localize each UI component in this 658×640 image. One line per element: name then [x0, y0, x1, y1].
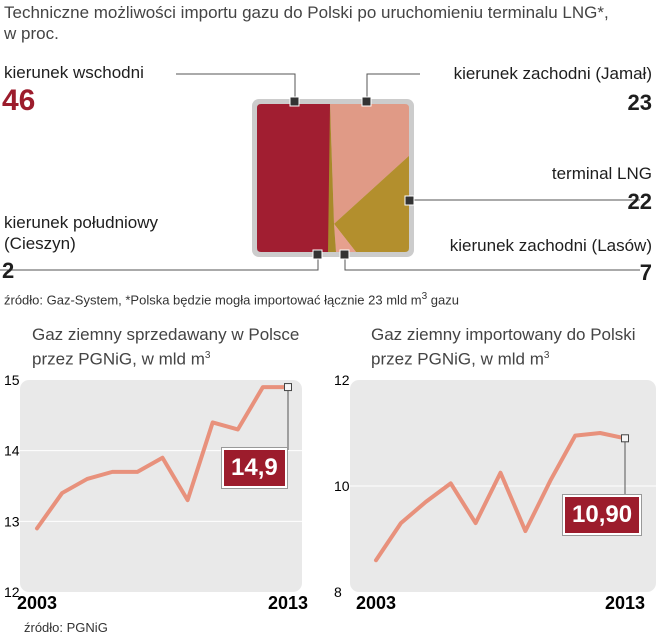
segment-cieszyn	[328, 104, 336, 252]
chart1-title-line1: Gaz ziemny sprzedawany w Polsce	[32, 325, 300, 344]
marker-jamal	[361, 96, 372, 107]
line-chart-sales: 12 13 14 15 2003 2013	[4, 372, 308, 613]
chart2-title-line2: przez PGNiG, w mld m3	[371, 345, 636, 370]
x-tick-label: 2003	[356, 593, 396, 613]
chart1-title: Gaz ziemny sprzedawany w Polsce przez PG…	[32, 324, 299, 370]
chart-title: Techniczne możliwości importu gazu do Po…	[4, 2, 654, 44]
y-tick-label: 12	[4, 584, 20, 600]
segment-lng	[334, 155, 409, 252]
value-lng: 22	[627, 189, 652, 214]
y-tick-label: 8	[334, 584, 342, 600]
leader-lines	[0, 73, 640, 271]
x-tick-label: 2013	[268, 593, 308, 613]
share-chart-marks	[257, 104, 409, 252]
marker-wschodni	[289, 96, 300, 107]
line-chart-import: 8 10 12 2003 2013	[334, 372, 656, 613]
leader-markers	[289, 96, 415, 260]
segment-wschodni	[257, 104, 332, 252]
label-jamal: kierunek zachodni (Jamał)	[453, 64, 652, 83]
chart1-title-line2: przez PGNiG, w mld m3	[32, 345, 299, 370]
footer-source: źródło: PGNiG	[24, 620, 108, 635]
y-tick-label: 14	[4, 443, 20, 459]
pie-source-text: źródło: Gaz-System, *Polska będzie mogła…	[4, 292, 422, 308]
chart-title-line2: w proc.	[4, 24, 59, 43]
plot-background	[20, 380, 302, 592]
chart2-callout: 10,90	[563, 495, 642, 535]
last-point-marker	[621, 434, 629, 443]
value-wschodni: 46	[2, 84, 36, 117]
chart2-title-line2-text: przez PGNiG, w mld m	[371, 349, 544, 369]
value-cieszyn: 2	[2, 258, 15, 283]
marker-lng	[404, 195, 415, 206]
label-cieszyn-line2: (Cieszyn)	[4, 234, 76, 253]
segment-jamal	[330, 104, 409, 224]
chart2-title-sup: 3	[543, 350, 550, 361]
leader-lasow	[344, 255, 640, 271]
series-line	[374, 431, 627, 563]
last-point-marker	[284, 383, 292, 392]
label-wschodni: kierunek wschodni	[4, 63, 144, 82]
leader-wschodni	[176, 73, 296, 101]
label-cieszyn: kierunek południowy	[4, 213, 159, 232]
label-lng: terminal LNG	[551, 164, 652, 183]
share-chart	[0, 73, 640, 271]
chart2-title-line1: Gaz ziemny importowany do Polski	[371, 325, 636, 344]
marker-cieszyn	[312, 249, 323, 260]
y-tick-label: 13	[4, 513, 20, 529]
y-tick-label: 15	[4, 372, 20, 388]
chart1-callout: 14,9	[222, 448, 287, 488]
y-tick-label: 12	[334, 372, 350, 388]
chart1-title-line2-text: przez PGNiG, w mld m	[32, 349, 205, 369]
pie-source: źródło: Gaz-System, *Polska będzie mogła…	[4, 291, 459, 307]
y-tick-label: 10	[334, 478, 350, 494]
x-tick-label: 2013	[605, 593, 645, 613]
value-jamal: 23	[627, 90, 652, 115]
pie-source-sup: 3	[421, 291, 428, 302]
series-line	[35, 385, 290, 531]
pie-source-suffix: gazu	[427, 292, 459, 308]
x-tick-label: 2003	[17, 593, 57, 613]
chart2-title: Gaz ziemny importowany do Polski przez P…	[371, 324, 636, 370]
segment-lasow	[334, 223, 356, 252]
chart1-title-sup: 3	[204, 350, 211, 361]
value-lasow: 7	[639, 260, 652, 285]
chart-title-line1: Techniczne możliwości importu gazu do Po…	[4, 3, 609, 22]
leader-jamal	[366, 73, 420, 101]
leader-cieszyn	[0, 255, 319, 271]
marker-lasow	[339, 249, 350, 260]
label-lasow: kierunek zachodni (Lasów)	[449, 236, 652, 255]
